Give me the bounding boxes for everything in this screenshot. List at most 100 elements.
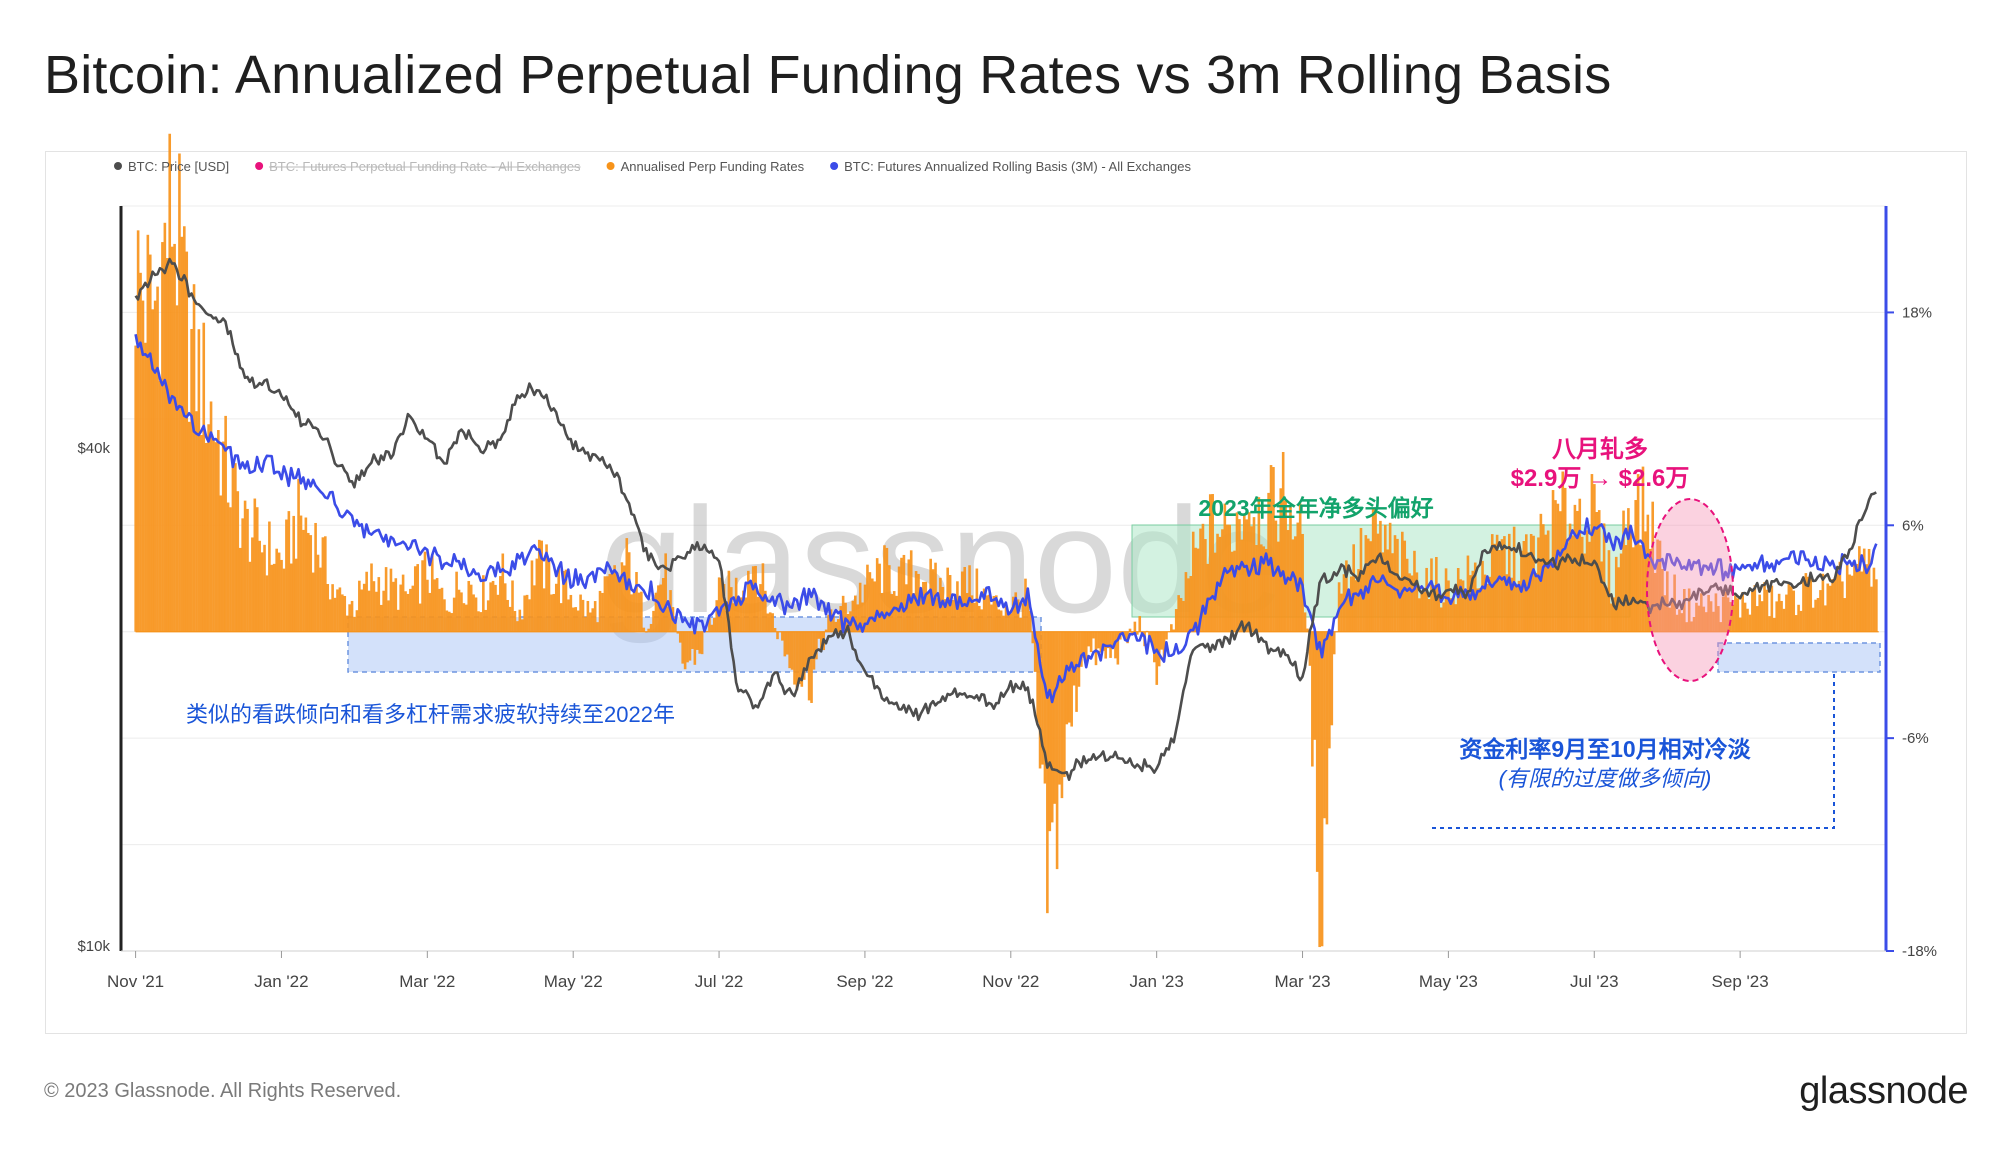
funding-bar <box>479 612 483 632</box>
funding-bar <box>630 594 633 632</box>
funding-bar <box>885 547 889 632</box>
funding-bar <box>1542 524 1545 632</box>
funding-bar <box>445 610 449 632</box>
funding-bar <box>489 582 492 632</box>
funding-bar <box>727 570 731 632</box>
funding-bar <box>1872 567 1876 632</box>
funding-bar <box>819 631 823 650</box>
funding-bar <box>428 592 432 632</box>
funding-bar <box>642 627 646 632</box>
funding-bar <box>1179 598 1183 632</box>
funding-bar <box>448 611 451 632</box>
funding-bar <box>372 581 376 632</box>
funding-bar <box>263 544 266 632</box>
y-right-tick-label: -6% <box>1902 730 1929 747</box>
funding-bar <box>657 585 660 632</box>
funding-bar <box>1537 537 1540 632</box>
funding-bar <box>516 621 519 632</box>
funding-bar <box>1425 567 1428 632</box>
funding-bar <box>326 584 330 632</box>
funding-bar <box>1313 631 1317 740</box>
legend-label: BTC: Price [USD] <box>128 159 229 174</box>
funding-bar <box>661 578 665 632</box>
funding-bar <box>581 599 585 632</box>
funding-bar <box>1289 506 1292 632</box>
funding-bar <box>450 613 454 632</box>
funding-bar <box>764 590 767 632</box>
funding-bar <box>841 595 845 632</box>
funding-bar <box>1043 631 1047 784</box>
funding-bar <box>158 380 162 632</box>
funding-bar <box>1855 563 1859 632</box>
funding-bar <box>545 544 548 632</box>
funding-bar <box>1347 591 1351 632</box>
funding-bar <box>304 517 308 632</box>
funding-bar <box>1070 631 1073 727</box>
funding-bar <box>1123 631 1127 641</box>
funding-bar <box>1111 631 1115 646</box>
funding-bar <box>888 565 891 632</box>
funding-bar <box>1004 606 1008 632</box>
funding-bar <box>462 603 466 632</box>
funding-bar <box>744 597 748 632</box>
funding-bar <box>795 631 799 691</box>
funding-bar <box>1763 582 1766 632</box>
funding-bar <box>1746 608 1749 632</box>
funding-bar <box>406 593 410 632</box>
funding-bar <box>725 610 728 632</box>
funding-bar <box>1719 622 1723 632</box>
funding-bar <box>1828 585 1832 632</box>
funding-bar <box>1758 594 1761 632</box>
funding-bar <box>486 600 490 632</box>
funding-bar <box>294 558 298 632</box>
funding-bar <box>732 603 736 632</box>
funding-bar <box>1357 569 1360 632</box>
funding-bar <box>586 600 590 632</box>
funding-bar <box>1379 520 1382 632</box>
funding-bar <box>909 550 913 632</box>
funding-bar <box>1401 531 1404 632</box>
funding-bar <box>418 603 422 632</box>
funding-bar <box>832 615 835 632</box>
funding-bar <box>265 575 269 632</box>
funding-bar <box>484 609 488 632</box>
funding-bar <box>523 595 526 632</box>
funding-bar <box>1680 613 1684 632</box>
x-tick-label: Sep '23 <box>1712 972 1769 991</box>
funding-bar <box>260 552 264 632</box>
funding-bar <box>285 519 288 632</box>
funding-bar <box>1571 535 1574 632</box>
funding-bar <box>292 515 296 632</box>
funding-bar <box>336 589 339 632</box>
funding-bar <box>1187 578 1190 632</box>
funding-bar <box>1250 526 1253 632</box>
funding-bar <box>1726 597 1730 632</box>
funding-bar <box>1755 606 1759 632</box>
funding-bar <box>1067 631 1071 723</box>
funding-bar <box>362 583 366 632</box>
funding-bar <box>1046 631 1049 914</box>
funding-bar <box>1454 604 1458 632</box>
funding-bar <box>1194 547 1197 632</box>
funding-bar <box>280 559 283 632</box>
funding-bar <box>153 300 157 632</box>
funding-bar <box>1629 526 1633 632</box>
funding-bar <box>985 595 988 632</box>
funding-bar <box>1704 612 1708 632</box>
funding-bar <box>783 631 787 657</box>
funding-bar <box>306 532 310 632</box>
funding-bar <box>1403 540 1407 632</box>
funding-bar <box>409 588 412 632</box>
funding-bar <box>562 571 565 632</box>
funding-bar <box>1009 613 1013 632</box>
funding-bar <box>348 604 351 632</box>
funding-bar <box>1410 575 1414 632</box>
annotation-pink-sub: $2.9万 → $2.6万 <box>1511 465 1690 492</box>
funding-bar <box>1503 536 1506 632</box>
x-tick-label: Mar '23 <box>1274 972 1330 991</box>
funding-bar <box>873 581 877 632</box>
funding-bar <box>1211 494 1214 632</box>
funding-bar <box>1707 595 1710 632</box>
funding-bar <box>1717 606 1720 632</box>
funding-bar <box>1031 631 1035 644</box>
